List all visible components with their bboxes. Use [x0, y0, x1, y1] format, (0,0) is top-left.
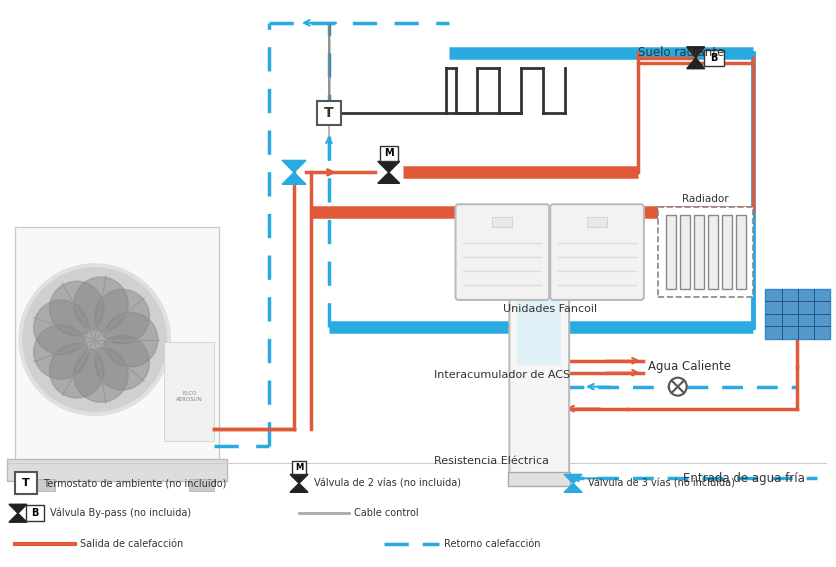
Text: Interacumulador de ACS: Interacumulador de ACS [433, 370, 569, 380]
FancyBboxPatch shape [455, 204, 548, 300]
Text: ELCO
AEROSUN: ELCO AEROSUN [176, 391, 202, 402]
Text: B: B [31, 508, 38, 518]
Circle shape [33, 325, 88, 379]
Bar [380, 146, 397, 162]
Bar [26, 505, 43, 521]
Text: Retorno calefacción: Retorno calefacción [443, 539, 539, 549]
FancyBboxPatch shape [549, 204, 643, 300]
Bar [517, 281, 560, 365]
Bar [703, 50, 723, 66]
Circle shape [49, 281, 104, 336]
Bar [492, 217, 512, 227]
Text: Entrada de agua fría: Entrada de agua fría [682, 472, 803, 485]
Bar [721, 215, 731, 289]
Bar [30, 479, 54, 492]
Bar [7, 459, 227, 481]
Polygon shape [282, 172, 306, 184]
Circle shape [74, 348, 128, 402]
Text: Suelo radiante: Suelo radiante [637, 46, 723, 60]
Circle shape [86, 331, 103, 348]
Circle shape [23, 268, 166, 412]
Bar [735, 215, 745, 289]
Bar [164, 342, 214, 442]
Polygon shape [686, 58, 704, 69]
Polygon shape [282, 160, 306, 172]
Bar [679, 215, 689, 289]
Circle shape [49, 344, 104, 398]
Bar [189, 479, 214, 492]
Text: Válvula de 3 vías (no incluida): Válvula de 3 vías (no incluida) [588, 479, 734, 488]
Text: Salida de calefacción: Salida de calefacción [79, 539, 183, 549]
Text: Agua Caliente: Agua Caliente [647, 360, 730, 373]
Polygon shape [563, 483, 581, 492]
Text: M: M [384, 149, 393, 158]
Bar [706, 215, 716, 289]
Bar [507, 472, 569, 486]
Text: Válvula de 2 vías (no incluida): Válvula de 2 vías (no incluida) [314, 479, 461, 488]
FancyBboxPatch shape [512, 262, 565, 286]
Text: M: M [294, 463, 303, 472]
Bar [657, 208, 752, 297]
Polygon shape [9, 513, 27, 522]
Text: Resistencia Eléctrica: Resistencia Eléctrica [433, 456, 548, 467]
Circle shape [94, 336, 150, 390]
Polygon shape [9, 504, 27, 513]
Polygon shape [563, 475, 581, 483]
Text: Cable control: Cable control [354, 508, 418, 518]
Text: Válvula By-pass (no incluida): Válvula By-pass (no incluida) [50, 508, 191, 518]
Text: T: T [22, 479, 30, 488]
Bar [15, 227, 219, 462]
Circle shape [74, 277, 128, 332]
Polygon shape [290, 483, 308, 492]
Bar [765, 289, 829, 339]
Circle shape [103, 312, 158, 367]
Bar [292, 462, 306, 475]
Polygon shape [290, 475, 308, 483]
Circle shape [19, 264, 171, 416]
Circle shape [94, 289, 150, 344]
Bar [586, 217, 606, 227]
Bar [693, 215, 703, 289]
Bar [15, 472, 37, 494]
Polygon shape [686, 47, 704, 58]
Text: Termostato de ambiente (no incluido): Termostato de ambiente (no incluido) [43, 479, 226, 488]
Text: Unidades Fancoil: Unidades Fancoil [502, 304, 596, 314]
Polygon shape [377, 162, 400, 172]
Bar [317, 100, 340, 125]
Text: B: B [709, 53, 716, 63]
Text: Radiador: Radiador [681, 194, 727, 204]
Polygon shape [377, 172, 400, 183]
Circle shape [33, 300, 88, 354]
FancyBboxPatch shape [509, 271, 568, 479]
Text: T: T [324, 105, 334, 120]
Bar [665, 215, 675, 289]
